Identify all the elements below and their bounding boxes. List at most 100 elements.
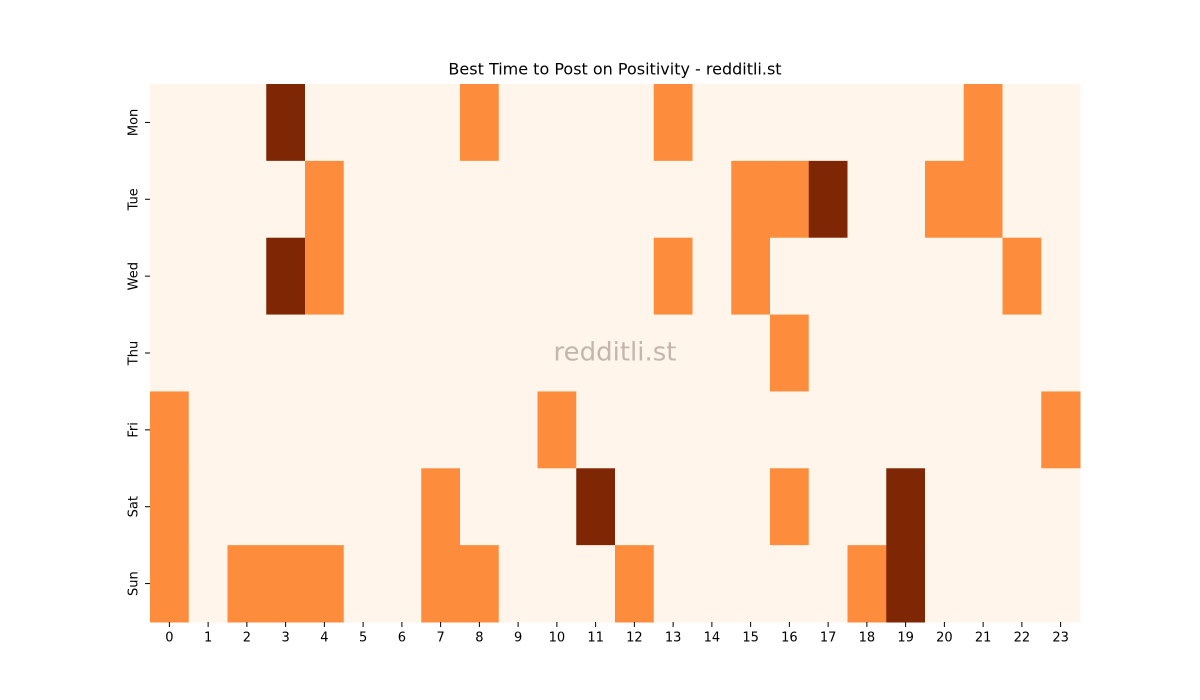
heat-cell bbox=[498, 314, 538, 392]
heat-cell bbox=[653, 237, 693, 316]
heat-cell bbox=[266, 545, 306, 623]
chart-title: Best Time to Post on Positivity - reddit… bbox=[448, 60, 781, 79]
heat-cell bbox=[731, 160, 771, 239]
heat-cell bbox=[1041, 237, 1081, 316]
heat-cell bbox=[731, 84, 771, 162]
heat-cell bbox=[808, 237, 848, 316]
x-tick-label: 16 bbox=[781, 631, 798, 646]
heat-cell bbox=[343, 391, 383, 469]
heat-cell bbox=[305, 237, 345, 316]
heat-cell bbox=[460, 391, 500, 469]
heat-cell bbox=[615, 391, 655, 469]
heat-cell bbox=[188, 84, 228, 162]
heat-cell bbox=[343, 237, 383, 316]
heat-cell bbox=[460, 160, 500, 239]
heat-cell bbox=[498, 545, 538, 623]
heat-cell bbox=[808, 84, 848, 162]
x-tick-label: 20 bbox=[936, 631, 953, 646]
heat-cell bbox=[266, 391, 306, 469]
heat-cell bbox=[460, 84, 500, 162]
heat-cell bbox=[770, 391, 810, 469]
heat-cell bbox=[653, 545, 693, 623]
heat-cell bbox=[227, 468, 267, 546]
axes: 0 1 2 3 4 5 6 7 8 9 10 11 12 13 14 15 16 17 18 19 20 21 22 23Mo… bbox=[127, 109, 1069, 646]
watermark: redditli.st bbox=[554, 338, 677, 368]
x-tick-label: 6 bbox=[398, 631, 406, 646]
x-tick-label: 5 bbox=[359, 631, 367, 646]
y-tick-label: Mon bbox=[127, 109, 142, 136]
heat-cell bbox=[847, 237, 887, 316]
heat-cell bbox=[847, 391, 887, 469]
heat-cell bbox=[1002, 84, 1042, 162]
heat-cell bbox=[188, 468, 228, 546]
x-tick-label: 21 bbox=[975, 631, 992, 646]
heat-cell bbox=[692, 545, 732, 623]
x-tick-label: 18 bbox=[859, 631, 876, 646]
x-tick-label: 0 bbox=[165, 631, 173, 646]
heat-cell bbox=[266, 160, 306, 239]
heat-cell bbox=[692, 84, 732, 162]
heat-cell bbox=[227, 84, 267, 162]
heat-cell bbox=[615, 237, 655, 316]
heat-cell bbox=[382, 545, 422, 623]
heat-cell bbox=[1002, 160, 1042, 239]
heat-cell bbox=[576, 160, 616, 239]
heat-cell bbox=[808, 468, 848, 546]
heat-cell bbox=[576, 468, 616, 546]
heat-cell bbox=[615, 84, 655, 162]
x-tick-label: 9 bbox=[514, 631, 522, 646]
heat-cell bbox=[1041, 545, 1081, 623]
heat-cell bbox=[227, 237, 267, 316]
heat-cell bbox=[421, 84, 461, 162]
x-tick-label: 15 bbox=[742, 631, 759, 646]
heat-cell bbox=[692, 391, 732, 469]
heat-cell bbox=[537, 391, 577, 469]
heat-cell bbox=[1041, 314, 1081, 392]
heat-cell bbox=[498, 160, 538, 239]
heat-cell bbox=[150, 237, 190, 316]
x-tick-label: 2 bbox=[243, 631, 251, 646]
heat-cell bbox=[266, 237, 306, 316]
heat-cell bbox=[653, 468, 693, 546]
heat-cell bbox=[343, 468, 383, 546]
heat-cell bbox=[847, 84, 887, 162]
heat-cell bbox=[576, 84, 616, 162]
heat-cell bbox=[1002, 237, 1042, 316]
heat-cell bbox=[963, 237, 1003, 316]
heat-cell bbox=[770, 314, 810, 392]
heat-cell bbox=[1041, 391, 1081, 469]
heat-cell bbox=[615, 160, 655, 239]
x-tick-label: 14 bbox=[704, 631, 721, 646]
heat-cell bbox=[227, 314, 267, 392]
heat-cell bbox=[847, 314, 887, 392]
y-tick-label: Sun bbox=[127, 571, 142, 596]
heat-cell bbox=[925, 391, 965, 469]
heat-cell bbox=[460, 314, 500, 392]
heat-cell bbox=[421, 160, 461, 239]
heat-cell bbox=[576, 391, 616, 469]
heat-cell bbox=[421, 545, 461, 623]
heat-cell bbox=[615, 314, 655, 392]
heat-cell bbox=[615, 545, 655, 623]
heat-cell bbox=[343, 84, 383, 162]
heat-cell bbox=[963, 314, 1003, 392]
heat-cell bbox=[847, 468, 887, 546]
heat-cell bbox=[770, 545, 810, 623]
x-tick-label: 3 bbox=[281, 631, 289, 646]
heat-cell bbox=[188, 391, 228, 469]
heat-cell bbox=[1002, 314, 1042, 392]
heat-cell bbox=[150, 160, 190, 239]
heat-cell bbox=[1041, 84, 1081, 162]
heat-cell bbox=[963, 84, 1003, 162]
x-tick-label: 4 bbox=[320, 631, 328, 646]
y-tick-label: Thu bbox=[127, 341, 142, 366]
x-tick-label: 11 bbox=[587, 631, 604, 646]
heat-cell bbox=[305, 391, 345, 469]
heat-cell bbox=[576, 237, 616, 316]
heat-cell bbox=[498, 391, 538, 469]
heat-cell bbox=[886, 468, 926, 546]
heat-cell bbox=[692, 468, 732, 546]
heat-cell bbox=[343, 160, 383, 239]
heat-cell bbox=[731, 391, 771, 469]
heat-cell bbox=[653, 314, 693, 392]
